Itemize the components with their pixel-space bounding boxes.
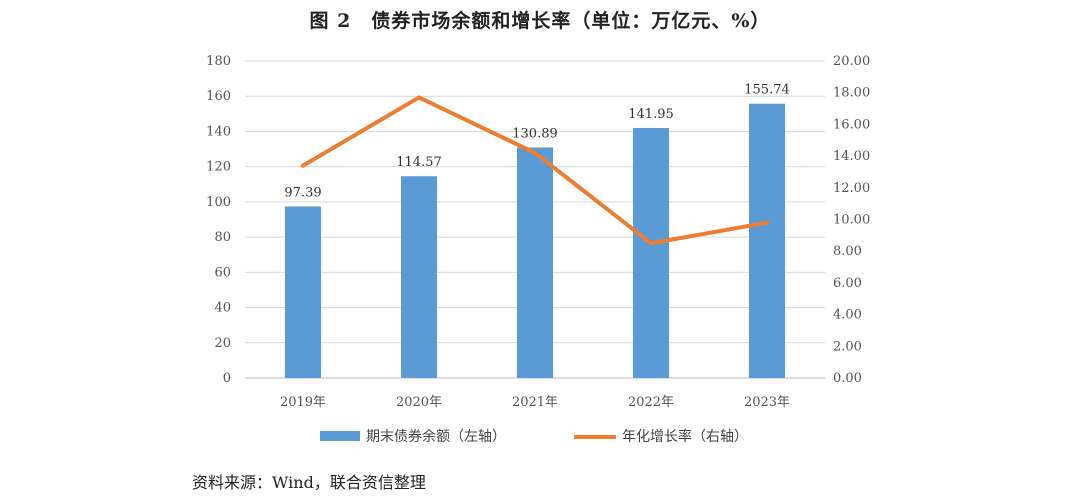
line-point [765,220,769,225]
bar-data-labels: 97.39 114.57 130.89 141.95 155.74 [284,83,789,201]
right-axis-tick-label: 2.00 [833,339,862,354]
chart-title: 图 2 债券市场余额和增长率（单位：万亿元、%） [309,10,771,32]
left-axis-tick-label: 20 [214,336,231,351]
right-axis-tick-label: 0.00 [833,371,862,386]
line-point [649,241,653,246]
right-axis-tick-label: 10.00 [833,213,870,228]
bar-data-label: 97.39 [284,185,321,200]
bar-data-label: 114.57 [396,155,442,170]
right-axis-tick-label: 6.00 [833,276,862,291]
bar-series [285,103,785,379]
source-note: 资料来源：Wind，联合资信整理 [192,473,426,492]
line-series [301,95,769,246]
x-axis-ticks: 2019年 2020年 2021年 2022年 2023年 [280,395,790,410]
x-axis-tick-label: 2023年 [744,395,790,410]
bar [517,147,553,378]
line-point [417,95,421,100]
bar-data-label: 155.74 [744,83,790,98]
x-axis-tick-label: 2020年 [396,395,442,410]
bar-data-label: 141.95 [628,107,674,122]
legend-swatch-bar [320,431,360,441]
right-axis-tick-label: 18.00 [833,86,870,101]
right-axis-tick-label: 14.00 [833,149,870,164]
legend-label-line: 年化增长率（右轴） [622,428,748,445]
bar [633,128,669,378]
bar [401,176,437,378]
left-axis-tick-label: 100 [206,195,231,210]
left-axis-tick-label: 0 [223,371,231,386]
left-axis-ticks: 0 20 40 60 80 100 120 140 160 180 [206,54,231,386]
x-axis-tick-label: 2019年 [280,395,326,410]
left-axis-tick-label: 40 [214,301,231,316]
right-axis-tick-label: 8.00 [833,244,862,259]
left-axis-tick-label: 180 [206,54,231,69]
left-axis-tick-label: 120 [206,160,231,175]
left-axis-tick-label: 80 [214,230,231,245]
x-axis-tick-label: 2022年 [628,395,674,410]
bar-data-label: 130.89 [512,126,558,141]
bar [749,103,785,379]
right-axis-tick-label: 16.00 [833,117,870,132]
line-point [301,163,305,168]
left-axis-tick-label: 60 [214,265,231,280]
bar [285,206,321,378]
right-axis-tick-label: 4.00 [833,308,862,323]
left-axis-tick-label: 160 [206,89,231,104]
line-point [533,150,537,155]
right-axis-ticks: 0.00 2.00 4.00 6.00 8.00 10.00 12.00 14.00 16.00… [833,54,870,386]
left-axis-tick-label: 140 [206,124,231,139]
right-axis-tick-label: 20.00 [833,54,870,69]
chart-area: 0 20 40 60 80 100 120 140 160 180 0.00 2.00 4.00 6.0… [206,54,870,445]
right-axis-tick-label: 12.00 [833,181,870,196]
legend: 期末债券余额（左轴） 年化增长率（右轴） [320,428,748,445]
x-axis-tick-label: 2021年 [512,395,558,410]
legend-label-bar: 期末债券余额（左轴） [366,428,506,445]
